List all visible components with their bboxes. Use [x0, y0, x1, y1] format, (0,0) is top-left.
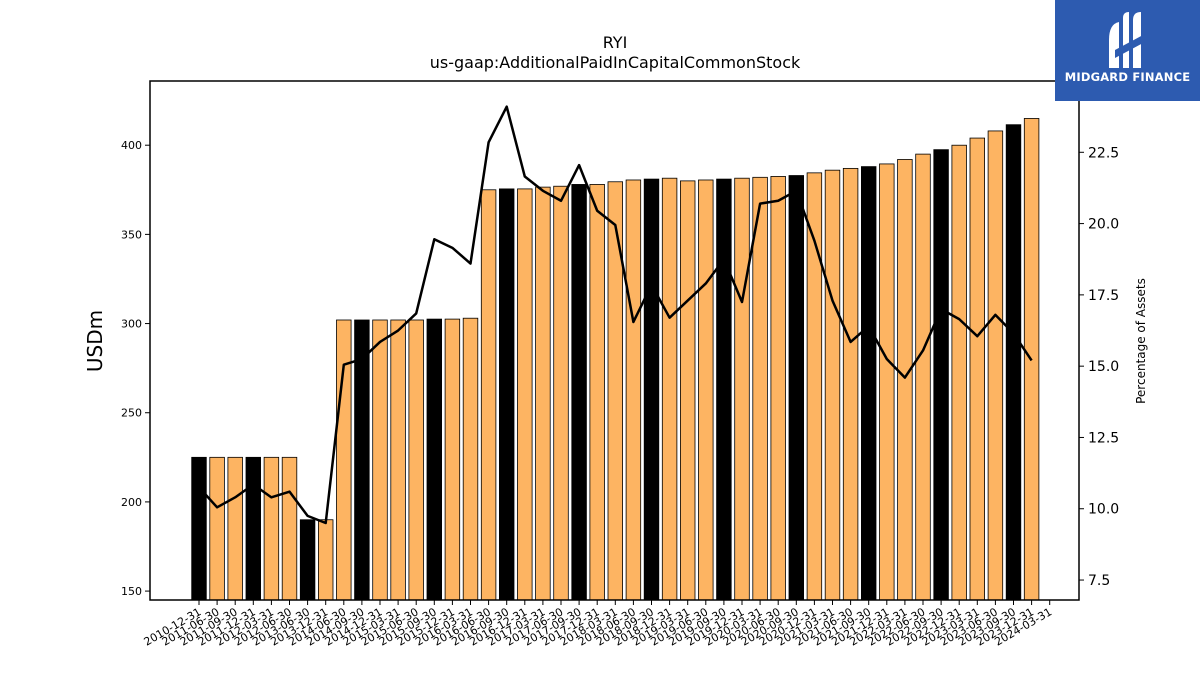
bar: [734, 177, 750, 601]
bar: [535, 186, 551, 601]
midgard-finance-logo: MIDGARD FINANCE: [1055, 0, 1200, 101]
bar: [879, 163, 895, 601]
bar: [716, 178, 732, 601]
bar: [933, 149, 949, 601]
bar: [462, 317, 479, 601]
bar: [498, 188, 515, 601]
bar: [770, 176, 786, 601]
bar: [698, 179, 714, 601]
bar: [589, 184, 605, 601]
bar: [390, 319, 406, 601]
bar: [788, 175, 805, 601]
y-tick-label: 400: [121, 139, 142, 152]
chart-subtitle: us-gaap:AdditionalPaidInCapitalCommonSto…: [430, 53, 801, 72]
bar: [861, 166, 877, 601]
bar: [245, 456, 262, 601]
y-axis-label: USDm: [83, 310, 107, 372]
y-tick-label: 300: [121, 318, 142, 331]
bar: [553, 185, 569, 601]
bar: [227, 456, 243, 601]
y-tick-label: 250: [121, 407, 142, 420]
bar: [661, 177, 678, 601]
bar: [354, 319, 370, 601]
y2-tick-label: 17.5: [1088, 288, 1119, 304]
bar: [281, 456, 298, 601]
bar: [517, 188, 533, 601]
y2-axis-label: Percentage of Assets: [1134, 278, 1148, 404]
bar: [915, 153, 931, 601]
bar: [444, 318, 461, 601]
bar: [263, 456, 280, 601]
bar: [299, 519, 316, 601]
plot-frame: [149, 80, 1080, 601]
chart-title: RYI: [603, 33, 628, 52]
bar: [625, 179, 642, 601]
midgard-logo-icon: [1109, 12, 1145, 68]
bar: [824, 169, 841, 601]
y2-tick-label: 7.5: [1088, 573, 1110, 589]
bar: [372, 319, 388, 601]
bar: [480, 189, 497, 601]
bar: [191, 456, 207, 601]
y2-tick-label: 12.5: [1088, 430, 1119, 446]
bar: [643, 178, 660, 601]
y2-tick-label: 15.0: [1088, 359, 1119, 375]
bar: [1005, 124, 1022, 601]
bar: [317, 519, 334, 601]
bar: [897, 159, 913, 601]
bar: [806, 172, 823, 601]
y-tick-label: 200: [121, 496, 142, 509]
percentage-line: [198, 105, 1033, 525]
logo-text: MIDGARD FINANCE: [1064, 70, 1191, 84]
bar: [571, 184, 587, 601]
bar: [752, 176, 768, 601]
bar: [951, 144, 967, 601]
y2-tick-label: 10.0: [1088, 502, 1119, 518]
y2-tick-label: 22.5: [1088, 145, 1119, 161]
y-tick-label: 150: [121, 585, 142, 598]
bar: [842, 167, 859, 601]
y2-tick-label: 20.0: [1088, 217, 1119, 233]
bar: [987, 130, 1004, 601]
bar: [209, 456, 225, 601]
bar: [408, 319, 424, 601]
bar: [426, 318, 443, 601]
bar: [680, 180, 696, 601]
y-tick-label: 350: [121, 228, 142, 241]
bar: [607, 181, 624, 601]
bar: [969, 137, 986, 601]
